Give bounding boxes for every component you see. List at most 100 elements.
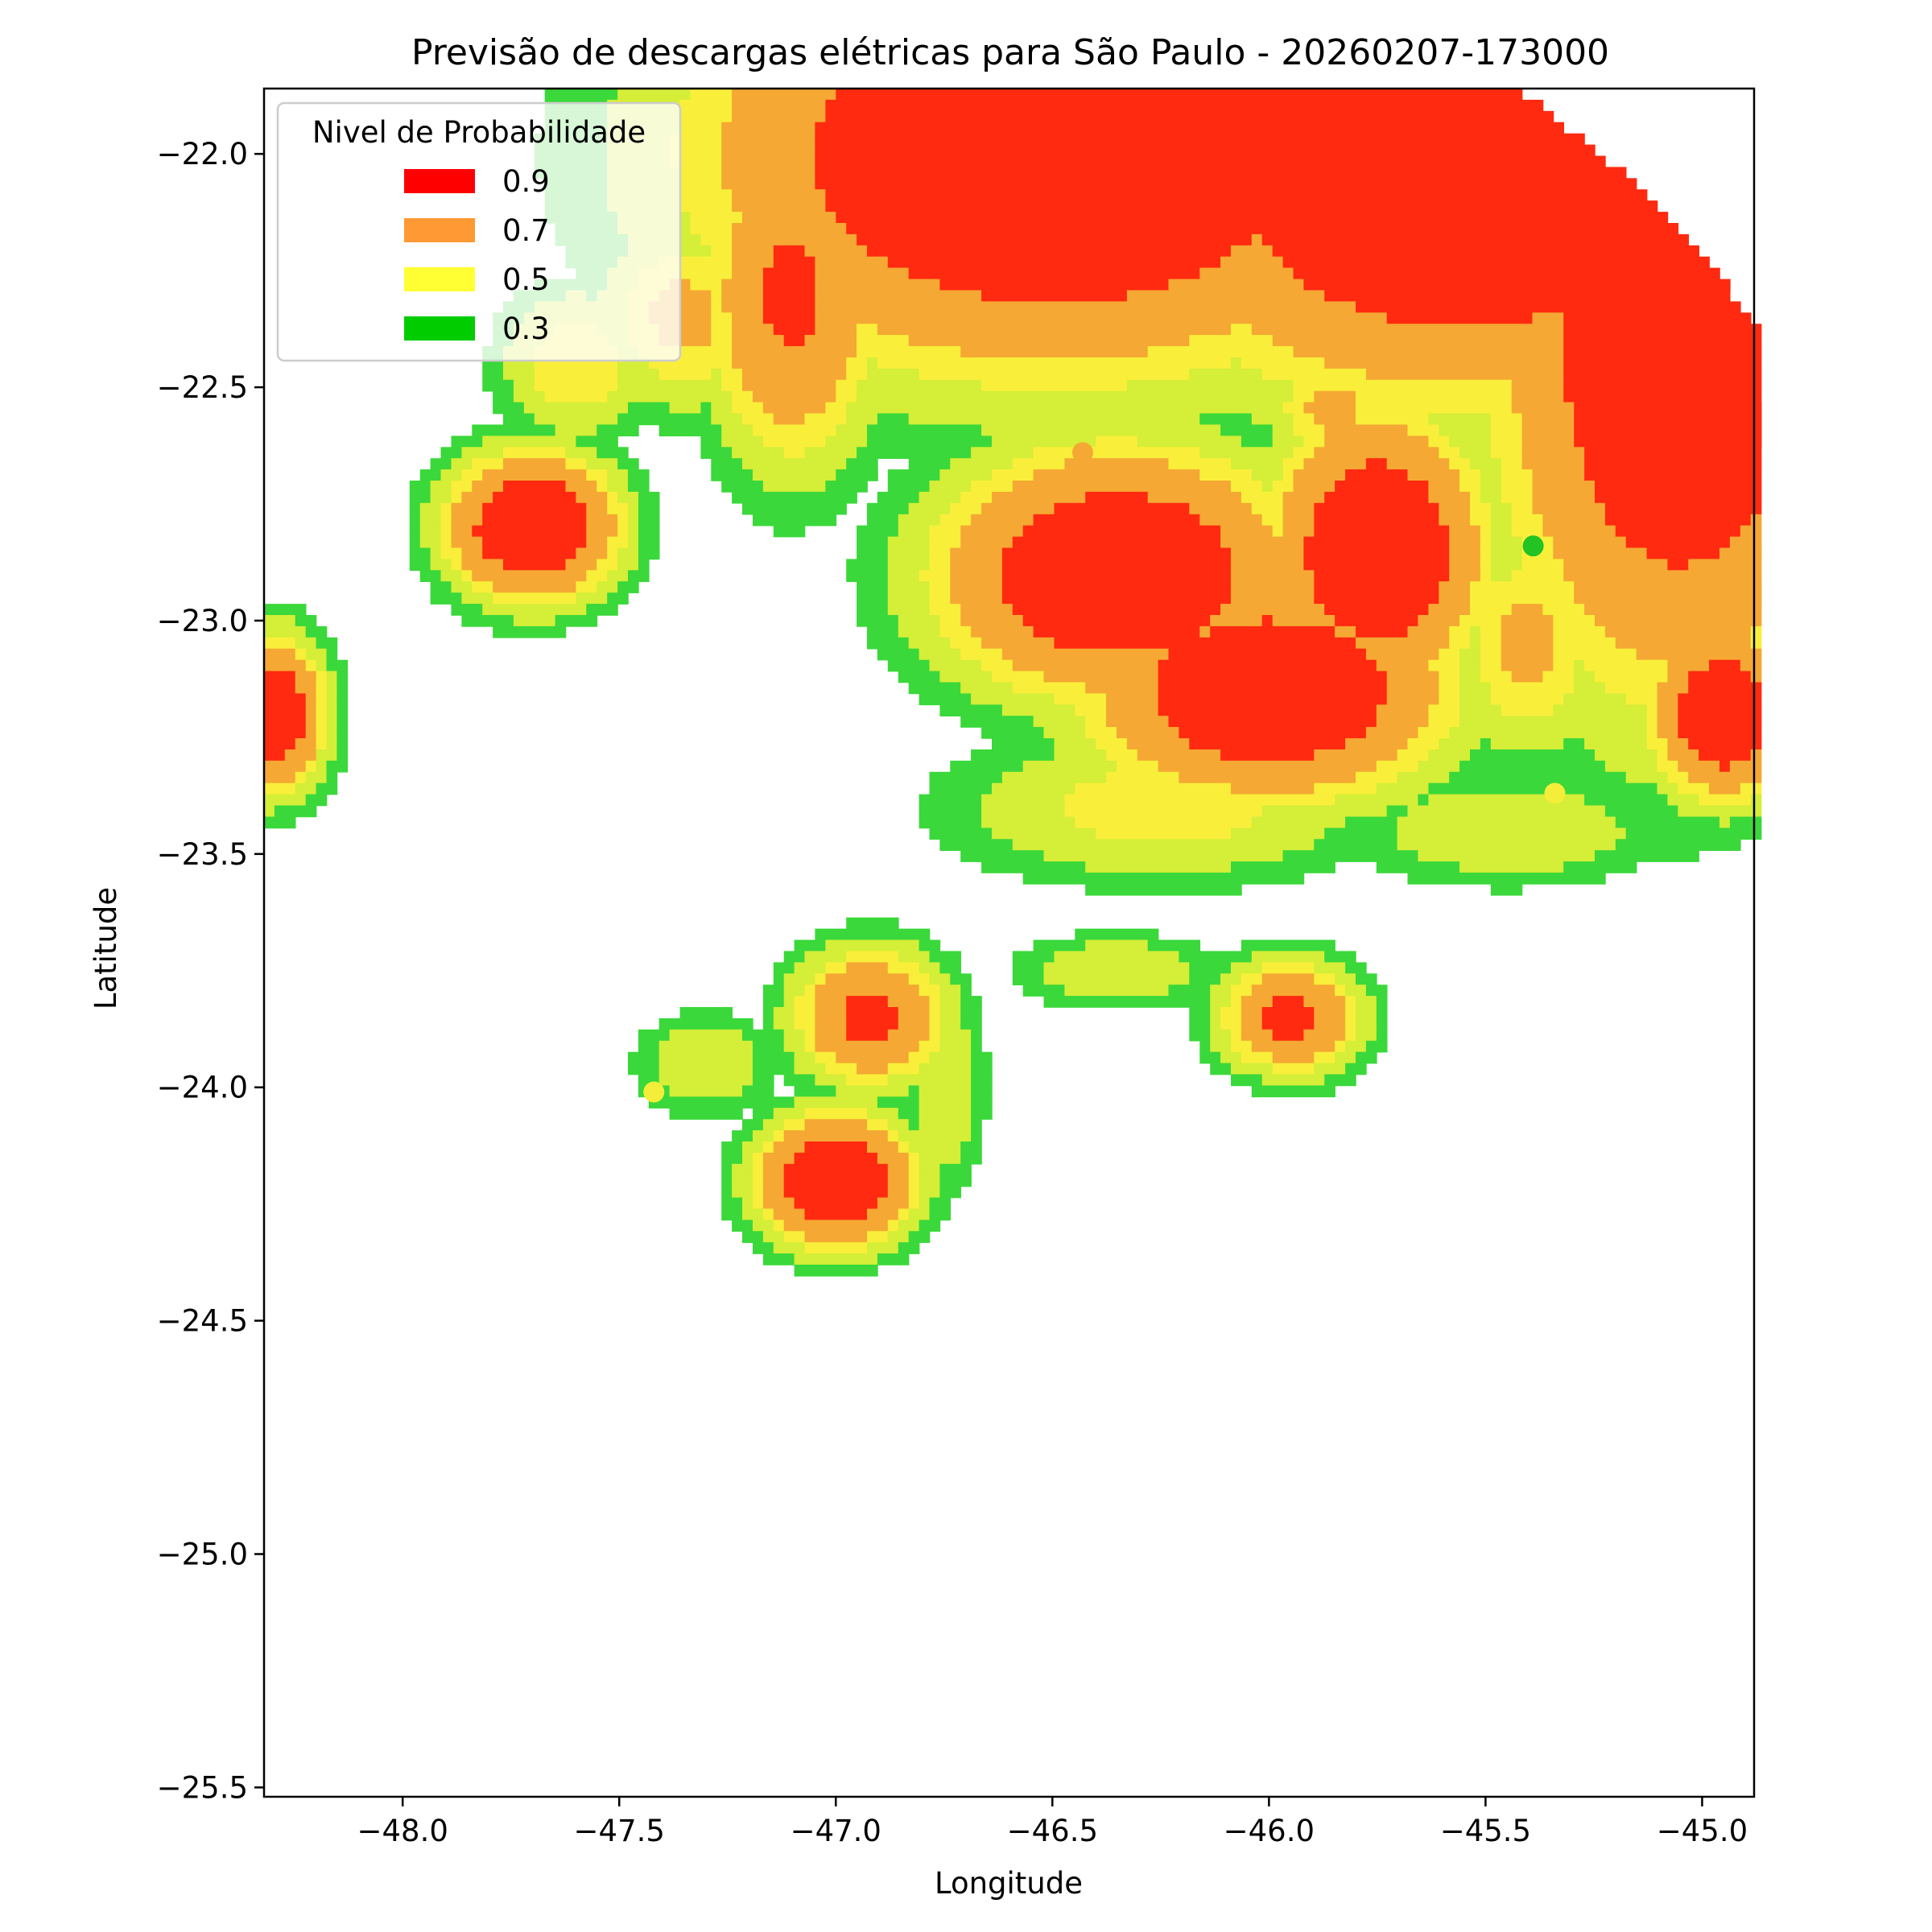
contour-fill-band: [836, 469, 878, 481]
contour-fill-band: [815, 256, 889, 269]
contour-fill-band: [1168, 458, 1232, 470]
contour-fill-band: [1428, 604, 1471, 616]
contour-fill-band: [1241, 996, 1274, 1008]
contour-fill-band: [1189, 973, 1221, 985]
contour-fill-band: [1241, 357, 1325, 369]
contour-fill-band: [1542, 604, 1585, 616]
contour-fill-band: [992, 828, 1096, 840]
contour-fill-band: [1261, 233, 1689, 246]
contour-fill-band: [1189, 335, 1274, 347]
contour-fill-band: [815, 1040, 920, 1053]
contour-fill-band: [638, 1029, 671, 1042]
contour-fill-band: [1501, 648, 1554, 661]
contour-fill-band: [1595, 481, 1762, 493]
contour-fill-band: [919, 1040, 941, 1053]
contour-fill-band: [1335, 1051, 1356, 1064]
legend-swatch: [404, 316, 475, 341]
contour-fill-band: [742, 458, 847, 470]
contour-fill-band: [669, 1085, 743, 1098]
contour-fill-band: [950, 458, 1013, 470]
contour-fill-band: [836, 1085, 910, 1098]
contour-fill-band: [264, 682, 296, 695]
contour-fill-band: [1231, 861, 1335, 873]
contour-fill-band: [1532, 491, 1596, 504]
contour-fill-band: [1251, 951, 1325, 964]
contour-fill-band: [773, 1141, 806, 1154]
contour-fill-band: [1356, 1007, 1377, 1019]
contour-fill-band: [1699, 794, 1752, 807]
contour-fill-band: [919, 368, 1191, 381]
contour-fill-band: [1137, 749, 1221, 762]
contour-fill-band: [617, 547, 639, 560]
contour-fill-band: [815, 1018, 847, 1030]
contour-fill-band: [461, 447, 504, 459]
contour-fill-band: [929, 973, 952, 985]
contour-fill-band: [753, 469, 837, 481]
y-tick-label: −23.0: [157, 604, 248, 638]
contour-fill-band: [1553, 704, 1648, 716]
contour-fill-band: [794, 1152, 878, 1165]
contour-fill-band: [732, 312, 764, 324]
contour-fill-band: [1459, 469, 1481, 481]
contour-fill-band: [1147, 939, 1201, 952]
y-tick-label: −24.0: [157, 1071, 248, 1105]
contour-fill-band: [472, 458, 504, 470]
contour-fill-band: [1199, 1051, 1221, 1064]
contour-fill-band: [908, 1174, 920, 1187]
contour-fill-band: [1604, 760, 1658, 773]
contour-fill-band: [1303, 458, 1367, 470]
legend: Nivel de Probabilidade 0.9 0.7 0.5 0.3: [276, 101, 682, 362]
contour-fill-band: [1241, 491, 1284, 504]
contour-fill-band: [472, 525, 588, 538]
contour-fill-band: [1470, 625, 1481, 638]
contour-fill-band: [597, 581, 618, 593]
contour-fill-band: [753, 1152, 764, 1165]
contour-fill-band: [1480, 570, 1492, 582]
contour-fill-band: [700, 233, 733, 246]
contour-fill-band: [919, 962, 941, 975]
contour-fill-band: [1293, 447, 1315, 459]
contour-fill-band: [1168, 279, 1305, 291]
contour-fill-band: [264, 604, 307, 616]
contour-fill-band: [679, 178, 723, 190]
contour-fill-band: [669, 155, 722, 168]
contour-fill-band: [939, 514, 972, 526]
contour-fill-band: [658, 1063, 753, 1075]
contour-fill-band: [1657, 749, 1669, 762]
contour-fill-band: [305, 771, 328, 784]
contour-fill-band: [1428, 749, 1471, 762]
contour-fill-band: [1106, 749, 1138, 762]
contour-fill-band: [762, 996, 785, 1008]
contour-fill-band: [971, 1063, 993, 1075]
contour-fill-band: [1553, 536, 1627, 549]
contour-fill-band: [804, 1208, 868, 1221]
contour-fill-band: [1324, 491, 1430, 504]
contour-fill-band: [783, 1163, 889, 1176]
contour-fill-band: [1667, 749, 1699, 762]
contour-fill-band: [1231, 782, 1315, 795]
contour-fill-band: [1376, 659, 1430, 672]
contour-fill-band: [815, 122, 1564, 134]
x-axis: −48.0 −47.5 −47.0 −46.5 −46.0 −45.5 −45.0: [357, 1797, 1748, 1848]
contour-fill-band: [419, 502, 442, 515]
contour-fill-band: [794, 1253, 878, 1265]
contour-fill-band: [939, 839, 1013, 851]
contour-fill-band: [721, 424, 753, 437]
contour-fill-band: [773, 324, 816, 336]
contour-fill-band: [857, 324, 878, 336]
contour-fill-band: [825, 481, 868, 493]
contour-fill-band: [783, 1119, 806, 1131]
axes-frame: [262, 87, 1756, 1798]
contour-fill-band: [576, 547, 608, 560]
contour-fill-band: [1563, 335, 1762, 347]
contour-fill-band: [1231, 996, 1242, 1008]
contour-fill-band: [804, 447, 857, 459]
contour-fill-band: [1490, 547, 1523, 560]
contour-fill-band: [753, 1063, 795, 1075]
contour-fill-band: [305, 659, 317, 672]
contour-fill-band: [783, 1029, 806, 1042]
contour-fill-band: [971, 1130, 982, 1142]
contour-fill-band: [1272, 996, 1305, 1008]
contour-fill-band: [1459, 447, 1492, 459]
contour-fill-band: [1449, 727, 1648, 739]
